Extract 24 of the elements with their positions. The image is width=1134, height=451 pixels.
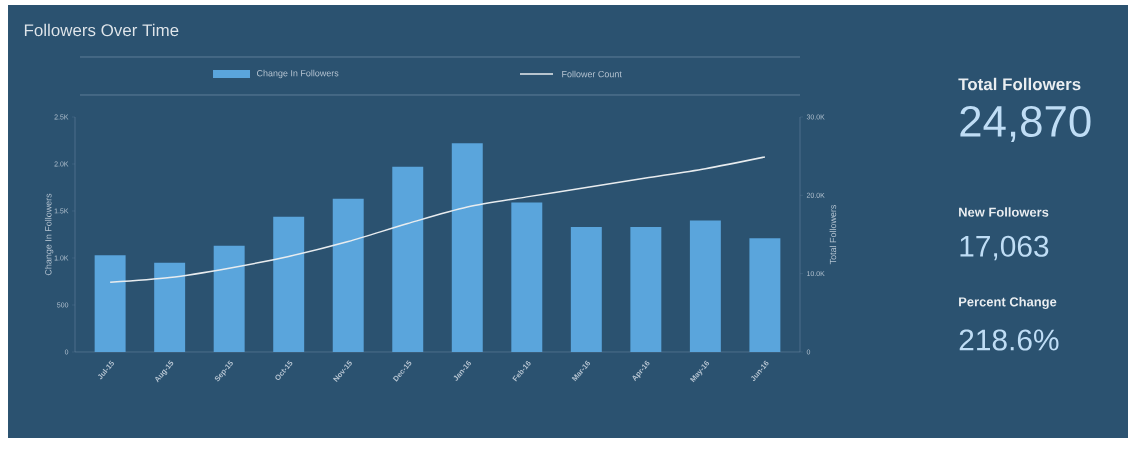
- bar: [570, 226, 602, 352]
- bar: [213, 245, 245, 352]
- chart-title: Followers Over Time: [24, 23, 179, 37]
- bar: [392, 166, 424, 352]
- bar: [511, 202, 543, 352]
- bar: [451, 143, 483, 352]
- bar: [154, 262, 186, 352]
- bar: [94, 255, 126, 352]
- text: New Followers: [959, 207, 1049, 217]
- text: 24,870: [960, 105, 1091, 143]
- text: 218.6%: [959, 329, 1059, 351]
- bar: [749, 238, 781, 352]
- legend-label: Change In Followers: [256, 69, 339, 79]
- line-series: [109, 156, 766, 284]
- bar: [332, 198, 364, 352]
- bar: [630, 226, 662, 352]
- text: Percent Change: [959, 296, 1057, 310]
- y2-axis-title: Total Followers: [829, 204, 837, 265]
- bar: [273, 216, 305, 352]
- bar: [689, 220, 721, 352]
- text: 17,063: [960, 235, 1049, 261]
- y-axis-title: Change In Followers: [44, 193, 54, 276]
- legend-label: Follower Count: [562, 70, 622, 78]
- text: Total Followers: [958, 77, 1081, 91]
